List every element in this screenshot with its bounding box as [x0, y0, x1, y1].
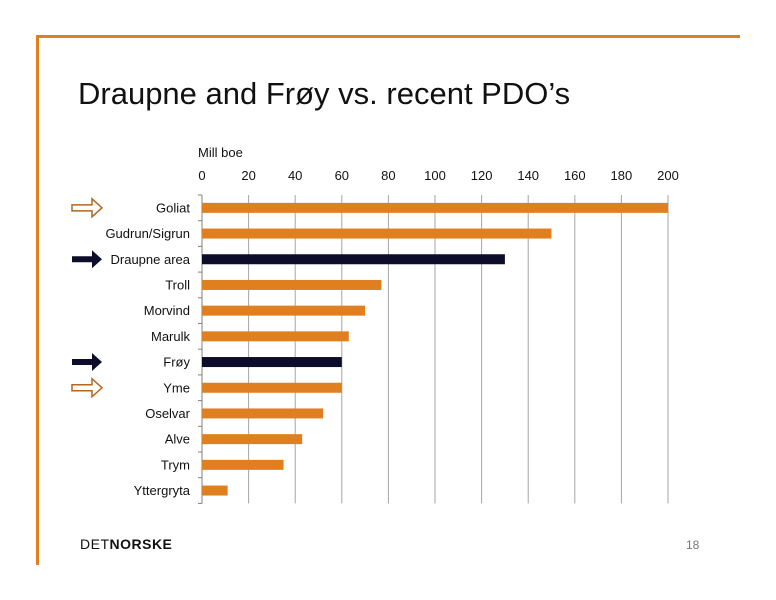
category-label: Gudrun/Sigrun — [105, 226, 190, 241]
slide-frame-left — [36, 35, 39, 565]
x-tick-label: 0 — [198, 168, 205, 183]
bar — [202, 279, 382, 290]
page-number: 18 — [686, 538, 700, 552]
bar — [202, 228, 552, 239]
category-label: Troll — [165, 277, 190, 292]
slide-frame-top — [36, 35, 740, 38]
bar — [202, 305, 366, 316]
logo-part-bold: NORSKE — [109, 536, 173, 552]
x-tick-label: 160 — [564, 168, 586, 183]
hollow-arrow-icon — [71, 197, 104, 219]
logo-part-light: DET — [80, 536, 110, 552]
category-label: Yttergryta — [134, 483, 191, 498]
category-label: Morvind — [144, 303, 190, 318]
bar — [202, 459, 284, 470]
x-tick-label: 120 — [471, 168, 493, 183]
bar — [202, 485, 228, 496]
x-tick-label: 140 — [517, 168, 539, 183]
x-tick-label: 40 — [288, 168, 302, 183]
bar — [202, 434, 303, 445]
company-logo: DETNORSKE — [80, 536, 172, 552]
hollow-arrow-icon — [71, 377, 104, 399]
x-tick-label: 20 — [241, 168, 255, 183]
x-tick-label: 80 — [381, 168, 395, 183]
bar — [202, 254, 505, 265]
category-label: Marulk — [151, 329, 191, 344]
x-tick-label: 180 — [611, 168, 633, 183]
solid-arrow-icon — [72, 250, 102, 269]
category-label: Frøy — [163, 355, 190, 370]
x-axis-unit-label: Mill boe — [198, 145, 243, 160]
x-tick-label: 200 — [657, 168, 679, 183]
category-label: Goliat — [156, 200, 190, 215]
page-title: Draupne and Frøy vs. recent PDO’s — [78, 76, 571, 111]
category-label: Oselvar — [145, 406, 190, 421]
category-label: Alve — [165, 432, 190, 447]
category-label: Trym — [161, 457, 190, 472]
bar — [202, 202, 668, 213]
x-tick-label: 60 — [335, 168, 349, 183]
solid-arrow-icon — [72, 353, 102, 372]
category-label: Draupne area — [111, 252, 191, 267]
x-tick-label: 100 — [424, 168, 446, 183]
bar — [202, 331, 349, 342]
bar — [202, 382, 342, 393]
bar — [202, 408, 324, 419]
bar — [202, 357, 342, 368]
category-label: Yme — [163, 380, 190, 395]
